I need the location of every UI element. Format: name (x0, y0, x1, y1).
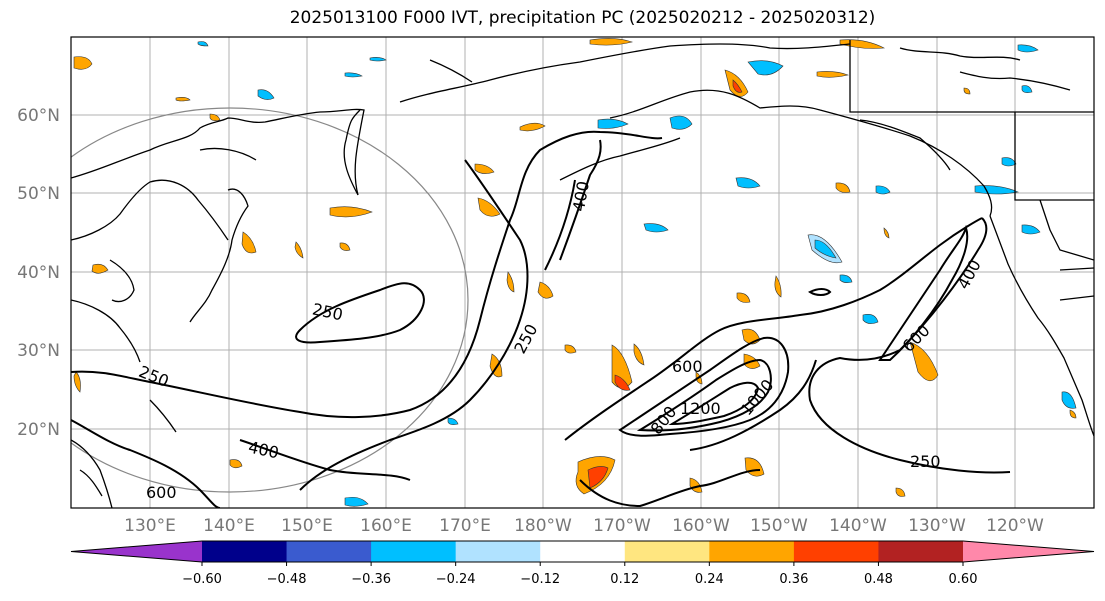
lon-label: 150°E (281, 516, 333, 536)
lon-label: 180°W (514, 516, 572, 536)
contour-label: 600 (146, 483, 177, 502)
lat-label: 20°N (17, 420, 60, 440)
map-frame (70, 36, 1095, 509)
colorbar-tick-label: −0.12 (520, 572, 560, 587)
reference-circle (71, 107, 469, 493)
lat-label: 60°N (17, 106, 60, 126)
lat-label: 50°N (17, 184, 60, 204)
colorbar-segment (709, 541, 795, 562)
colorbar-extend-min (71, 541, 202, 562)
lat-label: 30°N (17, 341, 60, 361)
map-title: 2025013100 F000 IVT, precipitation PC (2… (289, 8, 876, 28)
lon-label: 140°W (829, 516, 887, 536)
colorbar-extend-max (963, 541, 1094, 562)
colorbar-segment (540, 541, 626, 562)
map-panel: 250 250 250 250 400 400 400 600 600 600 … (71, 37, 1094, 508)
contour-label: 600 (672, 357, 703, 376)
colorbar-segment (793, 541, 879, 562)
latitude-labels: 60°N 50°N 40°N 30°N 20°N (17, 106, 60, 440)
colorbar-tick-label: 0.12 (610, 572, 639, 587)
colorbar-tick-label: 0.24 (695, 572, 724, 587)
lon-label: 160°E (360, 516, 412, 536)
colorbar-tick-label: 0.48 (864, 572, 893, 587)
colorbar-segment (455, 541, 541, 562)
colorbar-segment (286, 541, 372, 562)
ivt-contours (71, 130, 1011, 508)
colorbar-segment (202, 541, 288, 562)
coastlines (71, 40, 1094, 508)
graticule (71, 37, 1094, 508)
colorbar-tick-label: 0.60 (949, 572, 978, 587)
lon-label: 130°E (124, 516, 176, 536)
lat-label: 40°N (17, 263, 60, 283)
lon-label: 150°W (750, 516, 808, 536)
colorbar-tick-label: −0.24 (436, 572, 476, 587)
colorbar-segment (371, 541, 457, 562)
colorbar-tick-label: −0.60 (182, 572, 222, 587)
lon-label: 120°W (986, 516, 1044, 536)
lon-label: 170°E (439, 516, 491, 536)
colorbar-segment (878, 541, 964, 562)
colorbar-tick-label: −0.48 (267, 572, 307, 587)
colorbar-tick-label: −0.36 (351, 572, 391, 587)
lon-label: 170°W (593, 516, 651, 536)
lon-label: 130°W (908, 516, 966, 536)
colorbar-segment (624, 541, 710, 562)
colorbar: −0.60 −0.48 −0.36 −0.24 −0.12 0.12 0.24 0.36 0.4… (70, 540, 1095, 587)
contour-label: 1200 (680, 399, 721, 418)
lon-label: 160°W (672, 516, 730, 536)
lon-label: 140°E (203, 516, 255, 536)
precip-negative-shading (197, 41, 1077, 507)
longitude-labels: 130°E 140°E 150°E 160°E 170°E 180°W 170°… (124, 516, 1044, 536)
contour-label: 250 (910, 452, 941, 471)
colorbar-tick-label: 0.36 (779, 572, 808, 587)
